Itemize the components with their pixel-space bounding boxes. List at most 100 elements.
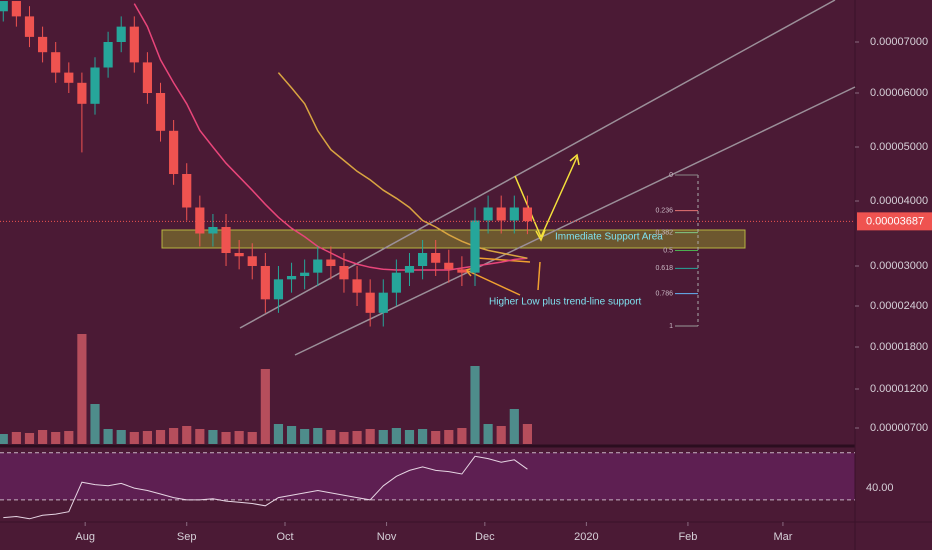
x-tick-label: Oct <box>276 531 293 543</box>
candle-body <box>38 36 48 53</box>
volume-bar <box>313 428 323 444</box>
x-tick-label: Aug <box>75 531 95 543</box>
volume-bar <box>326 430 336 444</box>
candle-body <box>352 279 362 293</box>
volume-bar <box>431 431 441 444</box>
y-tick-label: 0.00000700 <box>870 422 928 434</box>
x-tick-label: Sep <box>177 531 197 543</box>
volume-bar <box>378 430 388 444</box>
candle-body <box>182 174 192 208</box>
volume-bar <box>391 428 401 444</box>
fib-label: 0.382 <box>655 230 673 237</box>
volume-bar <box>221 432 231 444</box>
arrow <box>535 229 546 242</box>
volume-bar <box>483 424 493 444</box>
price-label-box <box>857 212 932 231</box>
volume-bar <box>286 426 297 444</box>
volume-bar <box>169 428 179 444</box>
candle-body <box>90 67 100 104</box>
annotation: Immediate Support Area <box>555 232 663 243</box>
volume-bar <box>234 431 244 444</box>
candle-body <box>11 1 21 17</box>
x-tick-label: Mar <box>773 531 792 543</box>
rsi-line <box>3 455 528 520</box>
y-tick-label: 0.00002400 <box>870 300 928 312</box>
candle-body <box>195 207 205 234</box>
candle-body <box>457 269 467 273</box>
y-tick-label: 0.00001200 <box>870 383 928 395</box>
volume-bar <box>208 430 218 444</box>
candle-body <box>378 292 388 313</box>
volume-bar <box>509 409 519 444</box>
volume-bar <box>64 431 74 444</box>
candle-body <box>286 276 297 280</box>
volume-bar <box>90 404 100 444</box>
candle-body <box>444 262 454 270</box>
fib-label: 0.618 <box>655 265 673 272</box>
volume-bar <box>457 428 467 444</box>
volume-bar <box>77 334 87 444</box>
candle-body <box>260 266 270 300</box>
candle-body <box>509 207 519 221</box>
candle-body <box>64 72 74 83</box>
volume-bar <box>195 429 205 444</box>
volume-bar <box>496 426 506 444</box>
volume-bar <box>522 424 532 444</box>
candle-body <box>326 259 336 266</box>
volume-bar <box>38 430 48 444</box>
candle-body <box>247 256 257 266</box>
candle-body <box>300 272 310 276</box>
arrow <box>514 175 542 238</box>
candle-body <box>483 207 493 221</box>
trend-line <box>294 86 856 356</box>
arrow <box>540 156 578 238</box>
volume-bar <box>24 433 35 444</box>
volume-bar <box>247 432 257 444</box>
fib-label: 1 <box>669 323 673 330</box>
candle-body <box>169 130 179 174</box>
volume-bar <box>11 432 21 444</box>
y-tick-label: 0.00006000 <box>870 87 928 99</box>
volume-bar <box>404 430 415 444</box>
candle-body <box>129 26 139 63</box>
volume-bar <box>444 430 454 444</box>
y-tick-label: 0.00003000 <box>870 260 928 272</box>
volume-bar <box>365 429 375 444</box>
arrow <box>476 257 531 263</box>
volume-bar <box>155 430 166 444</box>
arrow <box>537 261 541 291</box>
volume-bar <box>51 432 61 444</box>
candle-body <box>77 82 87 104</box>
trend-line <box>239 0 836 329</box>
candle-body <box>155 93 166 131</box>
fib-label: 0.236 <box>655 207 673 214</box>
support-zone <box>161 229 746 249</box>
annotation: Higher Low plus trend-line support <box>489 297 642 308</box>
volume-bar <box>470 366 480 444</box>
x-tick-label: Nov <box>377 531 397 543</box>
volume-bar <box>0 434 8 444</box>
candle-body <box>391 272 401 293</box>
volume-bar <box>116 430 126 444</box>
volume-bar <box>182 426 192 444</box>
volume-bar <box>300 429 310 444</box>
x-tick-label: 2020 <box>574 531 598 543</box>
rsi-band <box>0 453 855 500</box>
candle-body <box>103 42 113 68</box>
price-label: 0.00003687 <box>866 215 924 227</box>
candle-body <box>221 227 231 253</box>
candle-body <box>496 207 506 221</box>
fib-label: 0.5 <box>663 247 673 254</box>
candle-body <box>418 253 428 266</box>
arrow <box>569 153 580 166</box>
candle-body <box>431 253 441 263</box>
candle-body <box>142 62 152 93</box>
candle-body <box>116 26 126 42</box>
y-tick-label: 0.00004000 <box>870 195 928 207</box>
y-tick-label: 0.00001800 <box>870 341 928 353</box>
fib-label: 0 <box>669 172 673 179</box>
candle-body <box>339 266 349 280</box>
candle-body <box>313 259 323 273</box>
candle-body <box>470 220 480 273</box>
